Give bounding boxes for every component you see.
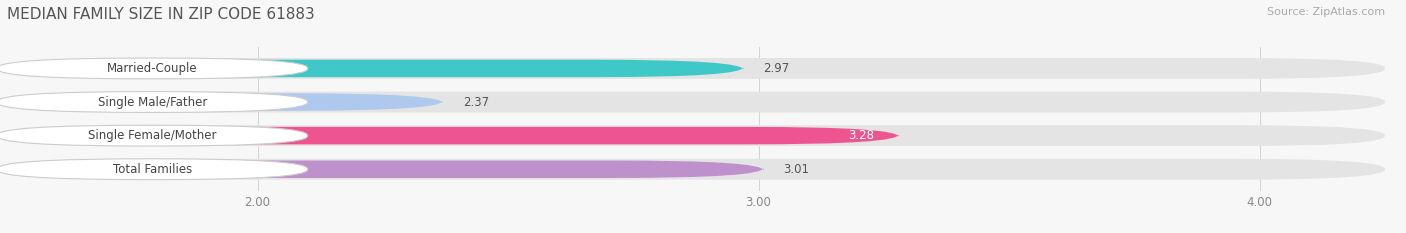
FancyBboxPatch shape [7, 58, 1385, 79]
Text: Source: ZipAtlas.com: Source: ZipAtlas.com [1267, 7, 1385, 17]
FancyBboxPatch shape [7, 93, 443, 111]
Text: 2.37: 2.37 [463, 96, 489, 109]
Text: Total Families: Total Families [112, 163, 193, 176]
FancyBboxPatch shape [7, 60, 744, 77]
Text: MEDIAN FAMILY SIZE IN ZIP CODE 61883: MEDIAN FAMILY SIZE IN ZIP CODE 61883 [7, 7, 315, 22]
FancyBboxPatch shape [7, 92, 1385, 113]
FancyBboxPatch shape [0, 58, 308, 79]
FancyBboxPatch shape [0, 159, 308, 180]
Text: Married-Couple: Married-Couple [107, 62, 198, 75]
FancyBboxPatch shape [7, 159, 1385, 180]
Text: 3.01: 3.01 [783, 163, 810, 176]
FancyBboxPatch shape [0, 125, 308, 146]
Text: Single Female/Mother: Single Female/Mother [89, 129, 217, 142]
FancyBboxPatch shape [7, 127, 898, 144]
FancyBboxPatch shape [7, 125, 1385, 146]
Text: 3.28: 3.28 [848, 129, 875, 142]
Text: 2.97: 2.97 [763, 62, 790, 75]
FancyBboxPatch shape [0, 92, 308, 113]
FancyBboxPatch shape [7, 161, 763, 178]
Text: Single Male/Father: Single Male/Father [97, 96, 207, 109]
